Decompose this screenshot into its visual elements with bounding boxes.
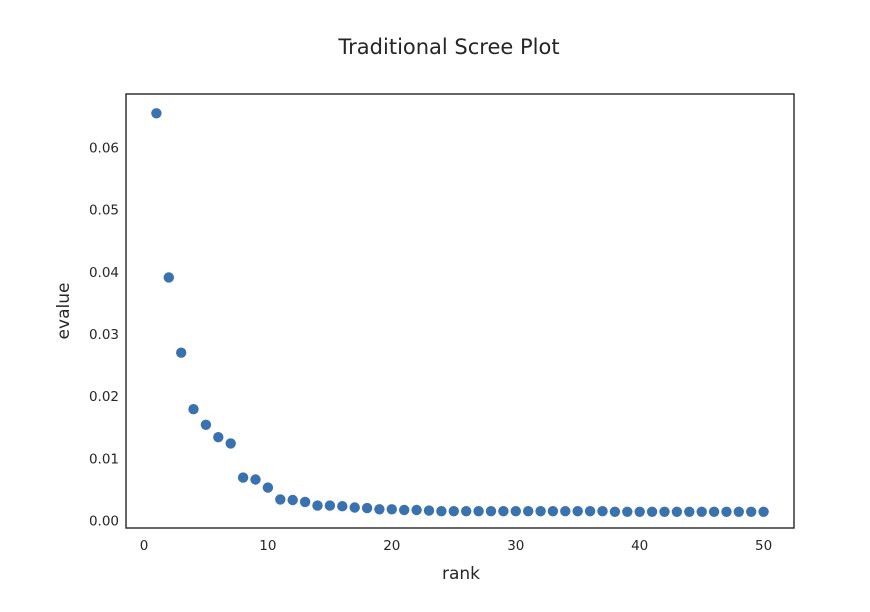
data-point <box>634 506 645 517</box>
data-point <box>399 504 410 516</box>
data-point <box>461 506 472 517</box>
data-point <box>361 502 373 514</box>
data-point <box>721 506 732 517</box>
x-tick-label: 10 <box>259 538 276 554</box>
data-point <box>560 506 571 517</box>
data-point <box>349 502 360 513</box>
data-point <box>547 506 559 517</box>
data-point <box>163 272 174 283</box>
y-tick-label: 0.06 <box>89 141 119 157</box>
data-point <box>176 347 187 358</box>
data-point <box>572 506 583 517</box>
y-tick-label: 0.04 <box>89 265 119 281</box>
x-tick-label: 50 <box>755 538 772 554</box>
data-point <box>622 506 633 517</box>
data-point <box>523 506 534 517</box>
data-point <box>473 506 484 517</box>
data-point <box>535 506 546 517</box>
data-point <box>213 432 224 443</box>
x-axis-label: rank <box>442 564 480 584</box>
data-point <box>151 108 162 119</box>
data-point <box>337 501 348 512</box>
data-point <box>411 504 422 516</box>
data-point <box>597 506 608 517</box>
data-point <box>262 482 274 493</box>
x-axis-ticks: 0 10 20 30 40 50 <box>140 538 772 554</box>
data-point <box>510 506 521 517</box>
data-point <box>188 404 199 415</box>
data-point <box>436 506 447 517</box>
data-point <box>485 506 497 517</box>
data-point <box>200 419 212 430</box>
data-point <box>324 500 336 511</box>
data-point <box>671 506 683 517</box>
y-tick-label: 0.02 <box>89 389 119 405</box>
data-point <box>684 506 695 517</box>
data-point <box>237 472 249 483</box>
y-tick-label: 0.05 <box>89 203 119 219</box>
y-tick-label: 0.03 <box>89 327 119 343</box>
data-point <box>299 496 311 508</box>
data-point <box>386 504 397 515</box>
data-point <box>448 506 459 517</box>
data-point <box>646 506 658 517</box>
plot-frame <box>125 93 795 529</box>
chart-title: Traditional Scree Plot <box>337 35 559 59</box>
data-point <box>708 506 720 517</box>
data-point <box>374 504 385 515</box>
x-tick-label: 40 <box>631 538 648 554</box>
data-point <box>696 506 707 517</box>
data-points <box>151 108 769 517</box>
x-tick-label: 30 <box>507 538 524 554</box>
data-point <box>746 506 757 517</box>
data-point <box>312 500 323 511</box>
data-point <box>584 506 596 517</box>
data-point <box>423 505 435 516</box>
x-tick-label: 20 <box>383 538 400 554</box>
data-point <box>733 506 744 517</box>
data-point <box>250 474 261 485</box>
data-point <box>225 438 236 449</box>
data-point <box>275 494 286 505</box>
data-point <box>287 494 298 506</box>
y-axis-ticks: 0.00 0.01 0.02 0.03 0.04 0.05 0.06 <box>89 141 119 530</box>
data-point <box>498 506 509 517</box>
y-axis-label: evalue <box>54 283 74 340</box>
data-point <box>758 506 769 517</box>
y-tick-label: 0.00 <box>89 514 119 530</box>
y-tick-label: 0.01 <box>89 451 119 467</box>
data-point <box>609 506 621 517</box>
x-tick-label: 0 <box>140 538 149 554</box>
data-point <box>659 506 670 517</box>
